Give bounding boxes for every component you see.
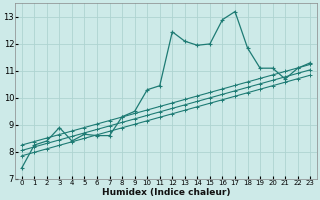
X-axis label: Humidex (Indice chaleur): Humidex (Indice chaleur) — [102, 188, 230, 197]
